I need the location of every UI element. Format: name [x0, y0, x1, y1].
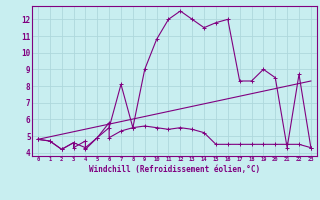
X-axis label: Windchill (Refroidissement éolien,°C): Windchill (Refroidissement éolien,°C) — [89, 165, 260, 174]
